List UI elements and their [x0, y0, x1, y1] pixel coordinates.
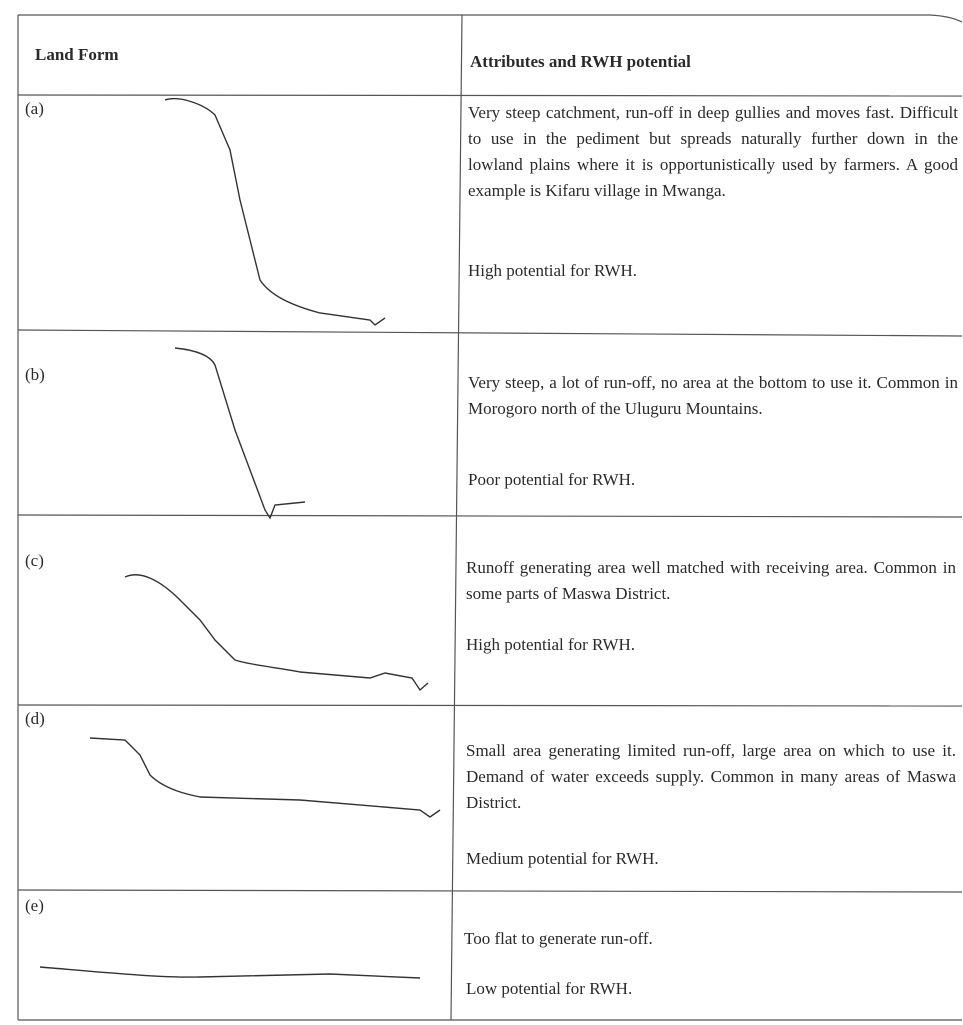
description: Too flat to generate run-off.: [464, 929, 653, 948]
description: Runoff generating area well matched with…: [466, 558, 956, 603]
row-label: (a): [25, 99, 44, 118]
description: Very steep, a lot of run-off, no area at…: [468, 373, 958, 418]
rule: [17, 514, 963, 518]
potential: High potential for RWH.: [468, 261, 638, 280]
rule: [450, 14, 463, 1021]
rule: [17, 94, 963, 97]
row-label: (d): [25, 709, 45, 728]
column-header: Attributes and RWH potential: [470, 52, 691, 71]
landform-sketch: [164, 98, 386, 326]
rule: [18, 14, 963, 23]
potential: Poor potential for RWH.: [468, 470, 636, 489]
potential: Low potential for RWH.: [466, 979, 633, 998]
column-header: Land Form: [35, 45, 119, 64]
landform-sketch: [174, 347, 306, 520]
rule: [17, 329, 963, 337]
potential: High potential for RWH.: [466, 635, 636, 654]
row-label: (e): [25, 896, 44, 915]
landform-sketch: [89, 737, 441, 818]
landform-sketch: [124, 574, 429, 692]
potential: Medium potential for RWH.: [466, 849, 659, 868]
description: Small area generating limited run-off, l…: [466, 741, 956, 812]
rule: [17, 704, 963, 707]
row-label: (c): [25, 551, 44, 570]
description: Very steep catchment, run-off in deep gu…: [468, 103, 958, 200]
landform-sketch: [39, 966, 421, 979]
row-label: (b): [25, 365, 45, 384]
rule: [17, 889, 963, 893]
